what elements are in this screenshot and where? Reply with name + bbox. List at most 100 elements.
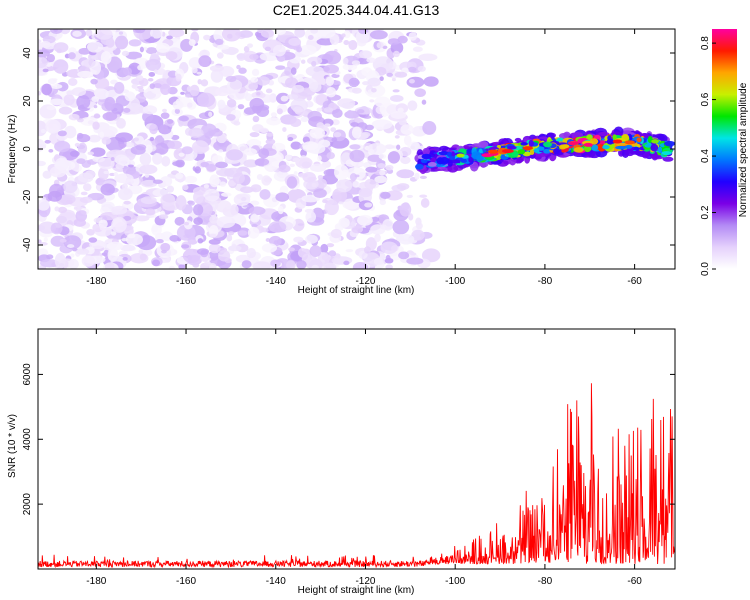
noise-blob (155, 232, 166, 242)
noise-blob (81, 255, 95, 267)
signal-blob (598, 140, 606, 145)
noise-blob (175, 195, 187, 211)
noise-blob (346, 109, 354, 119)
x-tick-label: -120 (355, 576, 375, 587)
noise-blob (305, 234, 318, 244)
noise-blob (349, 144, 361, 150)
noise-blob (178, 120, 184, 127)
noise-blob (392, 219, 410, 235)
noise-blob (286, 94, 299, 100)
noise-blob (216, 52, 224, 59)
noise-blob (91, 95, 100, 103)
signal-blob (427, 162, 437, 167)
signal-halo (439, 145, 449, 152)
noise-blob (261, 243, 278, 253)
noise-blob (217, 249, 231, 262)
noise-blob (196, 71, 202, 75)
noise-blob (385, 164, 394, 171)
noise-blob (359, 50, 373, 59)
noise-blob (243, 159, 259, 168)
noise-blob (275, 65, 286, 70)
noise-blob (284, 77, 299, 89)
noise-blob (311, 264, 319, 269)
noise-blob (142, 105, 158, 115)
noise-blob (56, 81, 69, 92)
noise-blob (357, 214, 373, 226)
noise-blob (348, 77, 360, 88)
x-tick-label: -80 (538, 276, 553, 287)
noise-blob (122, 257, 128, 261)
noise-blob (341, 33, 346, 38)
colorbar-ticks: 0.0 0.2 0.4 0.6 0.8 (700, 36, 716, 276)
noise-blob (407, 66, 417, 73)
noise-blob (84, 170, 96, 179)
noise-blob (47, 123, 54, 129)
signal-blob (420, 158, 428, 164)
noise-blob (325, 76, 335, 86)
noise-blob (101, 136, 111, 145)
noise-blob (182, 248, 201, 264)
noise-blob (76, 158, 86, 164)
noise-blob (95, 29, 113, 40)
noise-blob (86, 228, 95, 236)
noise-blob (191, 140, 209, 155)
noise-blob (134, 29, 146, 34)
noise-blob (194, 166, 202, 174)
noise-blob (160, 193, 176, 207)
noise-blob (288, 247, 295, 252)
noise-blob (414, 172, 420, 180)
noise-blob (419, 175, 428, 179)
noise-blob (208, 111, 213, 117)
signal-peak (583, 142, 593, 147)
noise-blob (181, 146, 193, 155)
noise-blob (391, 77, 396, 82)
signal-blob (543, 141, 553, 148)
signal-peak (560, 144, 570, 149)
noise-blob (300, 155, 307, 159)
noise-blob (124, 91, 136, 102)
x-tick-label: -60 (627, 276, 642, 287)
noise-blob (332, 108, 343, 118)
y-tick-label: 6000 (22, 363, 33, 386)
snr-y-ticks: 2000 4000 6000 (22, 363, 675, 515)
noise-blob (77, 210, 87, 216)
noise-blob (297, 247, 308, 258)
noise-blob (68, 259, 79, 269)
noise-blob (92, 121, 100, 130)
noise-blob (217, 99, 226, 109)
noise-blob (410, 145, 415, 150)
noise-blob (125, 51, 143, 60)
colorbar-label: Normalized spectral amplitude (738, 82, 749, 217)
noise-blob (73, 218, 86, 227)
noise-blob (334, 164, 349, 180)
noise-blob (272, 44, 286, 57)
noise-blob (161, 249, 167, 254)
noise-blob (266, 132, 274, 137)
noise-blob (80, 191, 88, 196)
noise-blob (162, 108, 167, 113)
noise-blob (289, 118, 302, 128)
noise-blob (40, 128, 46, 134)
noise-blob (183, 221, 190, 226)
noise-blob (342, 57, 349, 65)
noise-blob (168, 29, 185, 38)
noise-blob (156, 148, 165, 155)
noise-blob (338, 217, 350, 228)
noise-blob (188, 127, 204, 138)
noise-blob (220, 192, 232, 197)
noise-blob (71, 87, 87, 97)
spectrogram-y-ticks: -40 -20 0 20 40 (22, 47, 675, 252)
noise-blob (175, 73, 182, 82)
noise-blob (149, 136, 155, 142)
noise-blob (226, 99, 237, 108)
noise-blob (422, 120, 437, 135)
noise-blob (408, 31, 418, 41)
noise-blob (170, 134, 180, 141)
noise-blob (46, 254, 54, 260)
signal-blob (543, 148, 551, 154)
noise-blob (178, 152, 185, 157)
noise-blob (49, 98, 65, 106)
colorbar-tick-label: 0.0 (700, 262, 711, 276)
noise-blob (248, 206, 266, 216)
x-tick-label: -140 (266, 276, 286, 287)
